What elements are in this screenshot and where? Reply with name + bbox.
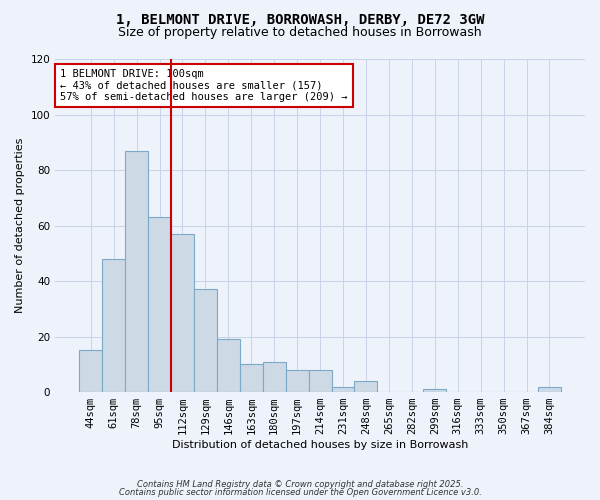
Text: 1 BELMONT DRIVE: 100sqm
← 43% of detached houses are smaller (157)
57% of semi-d: 1 BELMONT DRIVE: 100sqm ← 43% of detache… <box>61 69 348 102</box>
Bar <box>538 386 561 392</box>
Bar <box>148 217 171 392</box>
Text: Size of property relative to detached houses in Borrowash: Size of property relative to detached ho… <box>118 26 482 39</box>
Text: 1, BELMONT DRIVE, BORROWASH, DERBY, DE72 3GW: 1, BELMONT DRIVE, BORROWASH, DERBY, DE72… <box>116 12 484 26</box>
Bar <box>194 290 217 392</box>
Text: Contains HM Land Registry data © Crown copyright and database right 2025.: Contains HM Land Registry data © Crown c… <box>137 480 463 489</box>
Bar <box>355 381 377 392</box>
Bar <box>217 340 240 392</box>
Bar <box>171 234 194 392</box>
Bar <box>332 386 355 392</box>
Text: Contains public sector information licensed under the Open Government Licence v3: Contains public sector information licen… <box>119 488 481 497</box>
Bar <box>308 370 332 392</box>
Bar <box>79 350 102 392</box>
X-axis label: Distribution of detached houses by size in Borrowash: Distribution of detached houses by size … <box>172 440 468 450</box>
Bar <box>102 259 125 392</box>
Bar <box>240 364 263 392</box>
Bar <box>423 390 446 392</box>
Bar <box>286 370 308 392</box>
Bar <box>263 362 286 392</box>
Bar <box>125 150 148 392</box>
Y-axis label: Number of detached properties: Number of detached properties <box>15 138 25 313</box>
